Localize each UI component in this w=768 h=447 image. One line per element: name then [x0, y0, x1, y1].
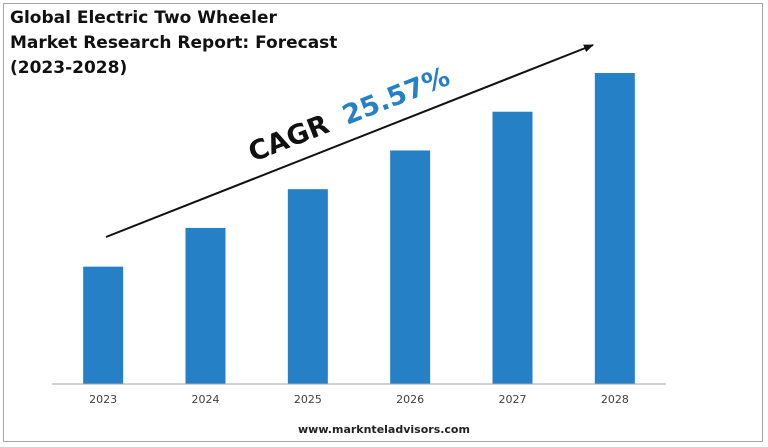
x-tick-label-2026: 2026 — [396, 393, 424, 406]
x-tick-label-2023: 2023 — [89, 393, 117, 406]
chart-title-line-3: (2023-2028) — [10, 58, 128, 78]
chart-title-line-1: Global Electric Two Wheeler — [10, 8, 277, 28]
x-tick-label-2027: 2027 — [499, 393, 527, 406]
bar-2027 — [492, 111, 533, 384]
bar-2028 — [594, 73, 635, 384]
bar-2023 — [83, 266, 124, 384]
chart-frame — [3, 3, 763, 442]
x-tick-label-2028: 2028 — [601, 393, 629, 406]
bar-2025 — [287, 189, 328, 384]
x-tick-label-2024: 2024 — [192, 393, 220, 406]
bar-2024 — [185, 227, 226, 384]
cagr-value: 25.57% — [338, 61, 454, 131]
x-tick-label-2025: 2025 — [294, 393, 322, 406]
footer-website: www.marknteladvisors.com — [298, 423, 470, 436]
chart-title-line-2: Market Research Report: Forecast — [10, 33, 338, 53]
chart-title: Global Electric Two Wheeler Market Resea… — [10, 6, 337, 81]
cagr-arrow — [105, 44, 594, 238]
bar-2026 — [390, 150, 431, 384]
cagr-label: CAGR — [244, 109, 333, 169]
